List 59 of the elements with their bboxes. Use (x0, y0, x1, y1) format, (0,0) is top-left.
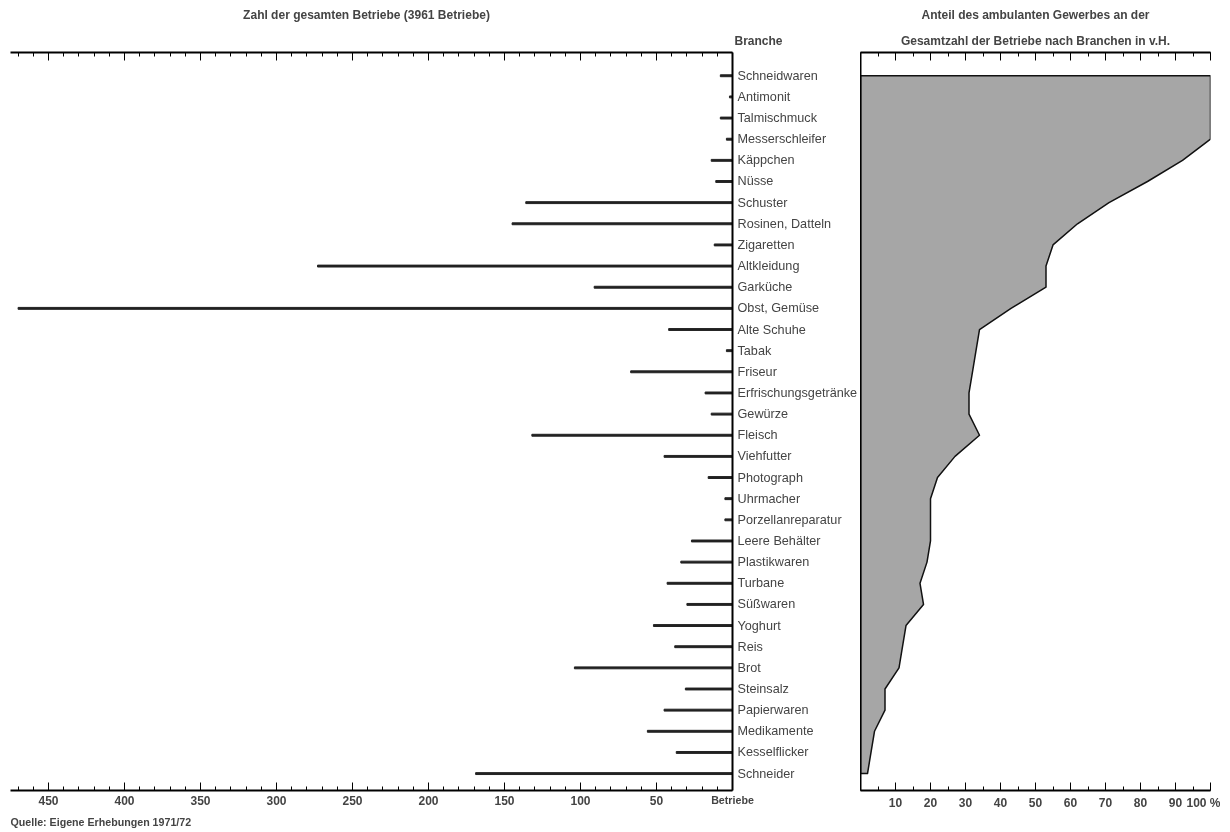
y-tick-label: Käppchen (737, 153, 795, 168)
x-tick-label: 40 (993, 795, 1008, 810)
x-tick-label: 300 (266, 793, 287, 808)
y-axis-title: Branche (734, 33, 783, 48)
x-tick-label: 100 % (1186, 795, 1221, 810)
y-tick-label: Nüsse (737, 174, 774, 189)
y-tick-label: Photograph (737, 470, 803, 485)
x-tick-label: 150 (494, 793, 515, 808)
y-tick-label: Steinsalz (737, 682, 789, 696)
y-tick-label: Yoghurt (737, 618, 782, 633)
x-tick-label: 50 (1028, 795, 1043, 810)
y-tick-label: Rosinen, Datteln (737, 216, 832, 231)
x-tick-label: 30 (958, 795, 973, 810)
x-tick-label: 350 (190, 793, 211, 808)
y-tick-label: Fleisch (737, 428, 778, 443)
y-tick-label: Friseur (737, 364, 777, 379)
y-tick-label: Uhrmacher (737, 491, 801, 506)
chart-title: Anteil des ambulanten Gewerbes an der (921, 7, 1150, 22)
y-tick-label: Porzellanreparatur (737, 512, 842, 527)
y-tick-label: Reis (737, 639, 763, 654)
y-tick-label: Tabak (737, 343, 772, 358)
x-tick-label: 20 (923, 795, 938, 810)
y-tick-label: Alte Schuhe (737, 322, 806, 337)
y-tick-label: Schuster (737, 195, 788, 210)
x-tick-label: 10 (888, 795, 903, 810)
y-tick-label: Talmischmuck (737, 111, 818, 126)
y-tick-label: Medikamente (737, 724, 814, 739)
y-tick-label: Süßwaren (737, 597, 796, 612)
x-tick-label: 200 (418, 793, 439, 808)
source-note: Quelle: Eigene Erhebungen 1971/72 (10, 815, 192, 828)
y-tick-label: Papierwaren (737, 703, 809, 718)
x-tick-label: 50 (649, 793, 664, 808)
x-axis-title: Betriebe (711, 793, 754, 806)
y-tick-label: Leere Behälter (737, 533, 821, 548)
x-tick-label: 250 (342, 793, 363, 808)
y-tick-label: Messerschleifer (737, 132, 827, 147)
x-tick-label: 70 (1098, 795, 1113, 810)
chart-title: Zahl der gesamten Betriebe (3961 Betriebe) (243, 7, 490, 22)
y-tick-label: Viehfutter (737, 449, 792, 464)
y-tick-label: Plastikwaren (737, 555, 810, 570)
chart-subtitle: Gesamtzahl der Betriebe nach Branchen in v.H. (900, 33, 1171, 48)
y-tick-label: Gewürze (737, 407, 789, 422)
x-tick-label: 80 (1133, 795, 1148, 810)
y-tick-label: Antimonit (737, 89, 791, 104)
y-tick-label: Kesselflicker (737, 745, 809, 760)
y-tick-label: Erfrischungsgetränke (737, 385, 858, 400)
y-tick-label: Obst, Gemüse (737, 301, 820, 316)
y-tick-label: Zigaretten (737, 237, 795, 252)
y-tick-label: Schneider (737, 766, 795, 781)
y-tick-label: Brot (737, 660, 762, 675)
x-tick-label: 60 (1063, 795, 1078, 810)
y-tick-label: Turbane (737, 576, 785, 591)
y-tick-label: Garküche (737, 280, 793, 295)
y-tick-label: Altkleidung (737, 259, 800, 274)
y-tick-label: Schneidwaren (737, 68, 818, 83)
x-tick-label: 450 (38, 793, 59, 808)
x-tick-label: 100 (570, 793, 591, 808)
x-tick-label: 400 (114, 793, 135, 808)
x-tick-label: 90 (1168, 795, 1183, 810)
